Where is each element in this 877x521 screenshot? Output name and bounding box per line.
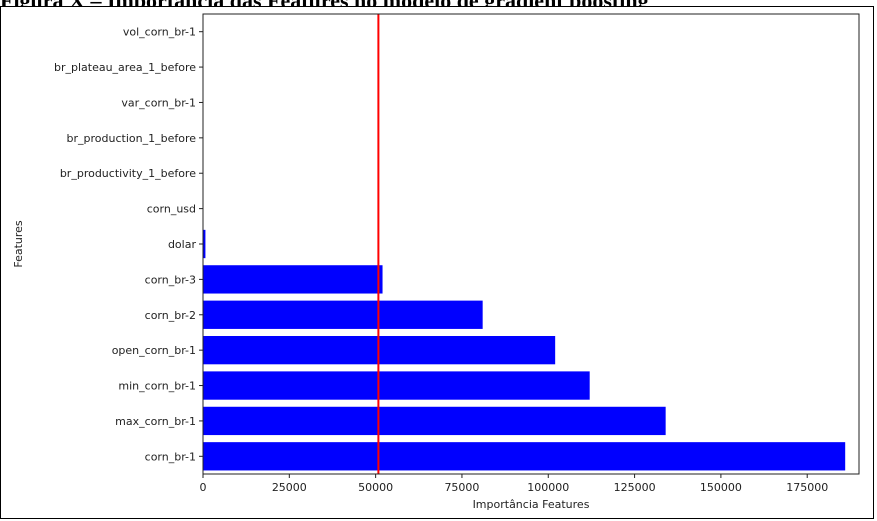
x-tick-label: 75000 [444, 481, 479, 494]
x-tick-label: 100000 [527, 481, 569, 494]
y-tick-label: dolar [168, 238, 197, 251]
x-tick-label: 50000 [358, 481, 393, 494]
y-tick-label: min_corn_br-1 [118, 380, 196, 393]
y-axis-label: Features [12, 220, 25, 268]
y-tick-label: br_plateau_area_1_before [54, 61, 196, 74]
x-tick-label: 0 [200, 481, 207, 494]
y-tick-label: br_production_1_before [67, 132, 197, 145]
y-tick-label: corn_br-1 [145, 450, 196, 463]
x-ticks-group: 0 25000 50000 75000 100000 125000 150000 175000 [200, 474, 828, 494]
y-tick-label: vol_corn_br-1 [123, 26, 196, 39]
bars-group [203, 229, 846, 471]
plot-area-border [202, 13, 860, 475]
bar-max_corn_br-1 [203, 406, 666, 436]
y-tick-label: corn_usd [147, 203, 196, 216]
y-tick-label: var_corn_br-1 [121, 96, 196, 109]
x-tick-label: 25000 [272, 481, 307, 494]
y-ticks-group: vol_corn_br-1 br_plateau_area_1_beforevar… [54, 26, 203, 463]
bar-min_corn_br-1 [203, 371, 590, 400]
y-tick-label: corn_br-2 [145, 309, 196, 322]
x-tick-label: 125000 [614, 481, 656, 494]
bar-corn_br-2 [203, 300, 483, 329]
bar-corn_br-1 [203, 442, 846, 471]
bar-dolar [203, 229, 206, 259]
x-tick-label: 150000 [700, 481, 742, 494]
bar-corn_br-3 [203, 265, 383, 294]
feature-importance-chart: vol_corn_br-1 br_plateau_area_1_beforevar… [12, 13, 860, 511]
y-tick-label: corn_br-3 [145, 273, 196, 286]
x-axis-label: Importância Features [473, 498, 590, 511]
x-tick-label: 175000 [786, 481, 828, 494]
y-tick-label: br_productivity_1_before [60, 167, 196, 180]
y-tick-label: open_corn_br-1 [112, 344, 196, 357]
y-tick-label: max_corn_br-1 [115, 415, 196, 428]
axes-group [202, 13, 860, 475]
